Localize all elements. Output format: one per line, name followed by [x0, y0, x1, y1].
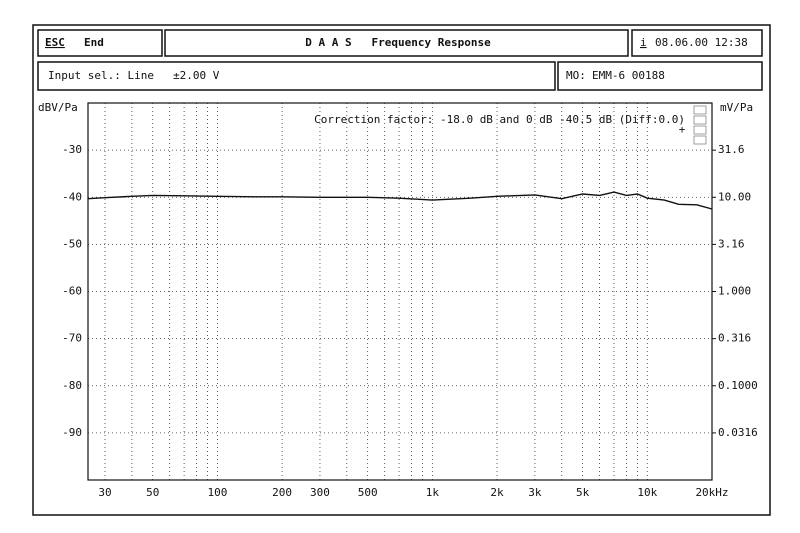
y-tick-label: -30: [62, 143, 82, 156]
y-tick-label: -40: [62, 190, 82, 203]
plot-frame: [87, 102, 713, 481]
title: D A A S Frequency Response: [305, 36, 491, 49]
y2-tick-label: 1.000: [718, 285, 751, 298]
cursor-marker: +: [679, 123, 686, 136]
title-box: [164, 29, 629, 57]
outer-frame: [32, 24, 771, 516]
y2-axis-label: mV/Pa: [720, 101, 753, 114]
legend-boxes: [693, 105, 707, 145]
range: ±2.00 V: [173, 69, 220, 82]
mo-value: EMM-6 00188: [592, 69, 665, 82]
y2-tick-label: 0.1000: [718, 379, 758, 392]
esc-label[interactable]: End: [84, 36, 104, 49]
x-tick-label: 2k: [490, 486, 504, 499]
x-tick-label: 1k: [426, 486, 440, 499]
datetime: 08.06.00 12:38: [655, 36, 748, 49]
esc-box[interactable]: [37, 29, 163, 57]
x-tick-label: 3k: [528, 486, 542, 499]
date-box: [631, 29, 763, 57]
x-tick-label: 200: [272, 486, 292, 499]
y-axis-label: dBV/Pa: [38, 101, 78, 114]
y2-tick-label: 31.6: [718, 143, 745, 156]
x-tick-label: 100: [207, 486, 227, 499]
x-tick-label: 30: [98, 486, 111, 499]
esc-key[interactable]: ESC: [45, 36, 65, 49]
x-tick-label: 20kHz: [695, 486, 728, 499]
y2-tick-label: 10.00: [718, 190, 751, 203]
y-tick-label: -60: [62, 285, 82, 298]
y2-tick-label: 3.16: [718, 237, 745, 250]
y-tick-label: -80: [62, 379, 82, 392]
mo-key: MO:: [566, 69, 586, 82]
y-tick-label: -90: [62, 426, 82, 439]
mo-box: [557, 61, 763, 91]
y2-tick-label: 0.0316: [718, 426, 758, 439]
response-line: [87, 191, 713, 210]
input: Input sel.: Line: [48, 69, 154, 82]
input-box: [37, 61, 556, 91]
y-tick-label: -70: [62, 332, 82, 345]
y2-tick-label: 0.316: [718, 332, 751, 345]
x-tick-label: 50: [146, 486, 159, 499]
y-tick-label: -50: [62, 237, 82, 250]
x-tick-label: 5k: [576, 486, 590, 499]
x-tick-label: 300: [310, 486, 330, 499]
x-tick-label: 500: [358, 486, 378, 499]
annotation: Correction factor: -18.0 dB and 0 dB -40…: [314, 113, 685, 126]
x-tick-label: 10k: [637, 486, 657, 499]
info-key[interactable]: i: [640, 36, 647, 49]
